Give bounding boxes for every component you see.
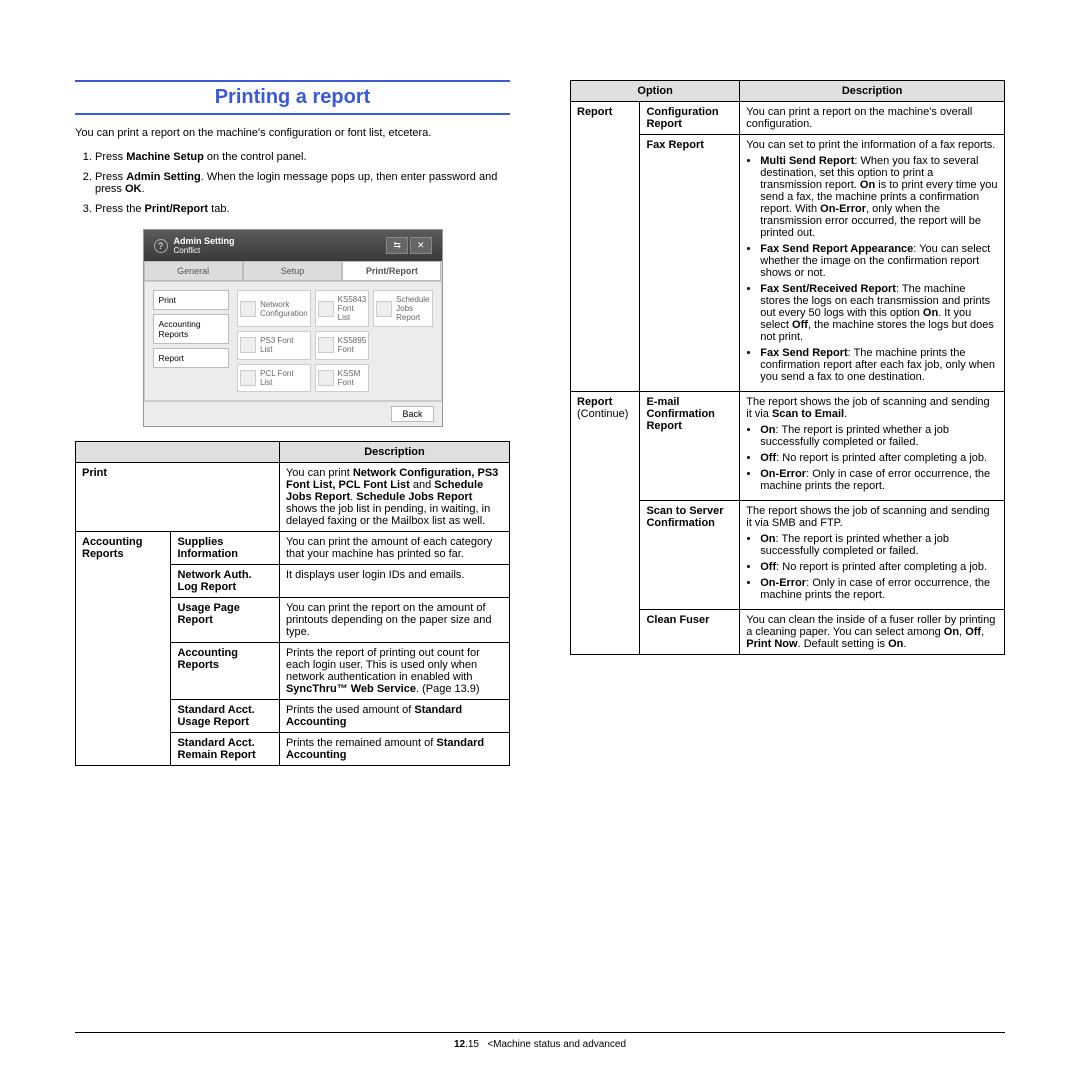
cell-config-desc: You can print a report on the machine's … [740, 102, 1005, 135]
ss-item: KS5843 Font List [315, 290, 369, 327]
cell-supplies: Supplies Information [171, 532, 280, 565]
cell-clean-fuser-desc: You can clean the inside of a fuser roll… [740, 610, 1005, 655]
ss-tab-printreport: Print/Report [342, 261, 441, 281]
intro-text: You can print a report on the machine's … [75, 127, 510, 139]
cell-usage: Usage Page Report [171, 598, 280, 643]
cell-accounting-reports: Accounting Reports [76, 532, 171, 766]
step-1: Press Machine Setup on the control panel… [95, 151, 510, 163]
section-title-bar: Printing a report [75, 80, 510, 115]
ss-tab-general: General [144, 261, 243, 281]
cell-fax-desc: You can set to print the information of … [740, 135, 1005, 392]
ss-back-btn: Back [391, 406, 433, 422]
cell-config-report: Configuration Report [640, 102, 740, 135]
ss-title: Admin Setting [174, 236, 235, 246]
cell-usage-desc: You can print the report on the amount o… [279, 598, 509, 643]
ss-top-icon-2: ✕ [410, 237, 432, 254]
cell-auth: Network Auth. Log Report [171, 565, 280, 598]
cell-scan-server-desc: The report shows the job of scanning and… [740, 501, 1005, 610]
step-3: Press the Print/Report tab. [95, 203, 510, 215]
page-footer: 12.15 <Machine status and advanced [75, 1032, 1005, 1050]
cell-acct-reports: Accounting Reports [171, 643, 280, 700]
ss-item: Network Configuration [237, 290, 311, 327]
embedded-screenshot: ? Admin Setting Conflict ⇆ ✕ General Set… [143, 229, 443, 427]
cell-fax-report: Fax Report [640, 135, 740, 392]
ss-tabs: General Setup Print/Report [144, 261, 442, 281]
cell-std-usage: Standard Acct. Usage Report [171, 700, 280, 733]
cell-auth-desc: It displays user login IDs and emails. [279, 565, 509, 598]
ss-left-accounting: Accounting Reports [153, 314, 230, 344]
cell-print: Print [76, 463, 280, 532]
ss-item: Schedule Jobs Report [373, 290, 432, 327]
cell-scan-server: Scan to Server Confirmation [640, 501, 740, 610]
th-option: Option [571, 81, 740, 102]
step-2: Press Admin Setting. When the login mess… [95, 171, 510, 195]
section-title: Printing a report [75, 86, 510, 109]
steps-list: Press Machine Setup on the control panel… [75, 151, 510, 215]
cell-report: Report [571, 102, 640, 392]
cell-email-conf: E-mail Confirmation Report [640, 392, 740, 501]
ss-item: KS5895 Font [315, 331, 369, 359]
ss-left-print: Print [153, 290, 230, 310]
ss-header: ? Admin Setting Conflict ⇆ ✕ [144, 230, 442, 261]
cell-print-desc: You can print Network Configuration, PS3… [279, 463, 509, 532]
cell-report-continue: Report(Continue) [571, 392, 640, 655]
ss-item: KSSM Font [315, 364, 369, 392]
cell-clean-fuser: Clean Fuser [640, 610, 740, 655]
cell-std-remain-desc: Prints the remained amount of Standard A… [279, 733, 509, 766]
ss-tab-setup: Setup [243, 261, 342, 281]
cell-email-desc: The report shows the job of scanning and… [740, 392, 1005, 501]
left-table: Description Print You can print Network … [75, 441, 510, 766]
help-icon: ? [154, 239, 168, 253]
right-table: Option Description Report Configuration … [570, 80, 1005, 655]
cell-supplies-desc: You can print the amount of each categor… [279, 532, 509, 565]
cell-std-remain: Standard Acct. Remain Report [171, 733, 280, 766]
th-description: Description [740, 81, 1005, 102]
cell-acct-reports-desc: Prints the report of printing out count … [279, 643, 509, 700]
ss-subtitle: Conflict [174, 246, 235, 255]
ss-top-icon-1: ⇆ [386, 237, 408, 254]
th-blank [76, 442, 280, 463]
ss-item: PCL Font List [237, 364, 311, 392]
ss-grid: Network Configuration KS5843 Font List S… [237, 290, 432, 392]
cell-std-usage-desc: Prints the used amount of Standard Accou… [279, 700, 509, 733]
ss-left-report: Report [153, 348, 230, 368]
th-description: Description [279, 442, 509, 463]
ss-item: PS3 Font List [237, 331, 311, 359]
